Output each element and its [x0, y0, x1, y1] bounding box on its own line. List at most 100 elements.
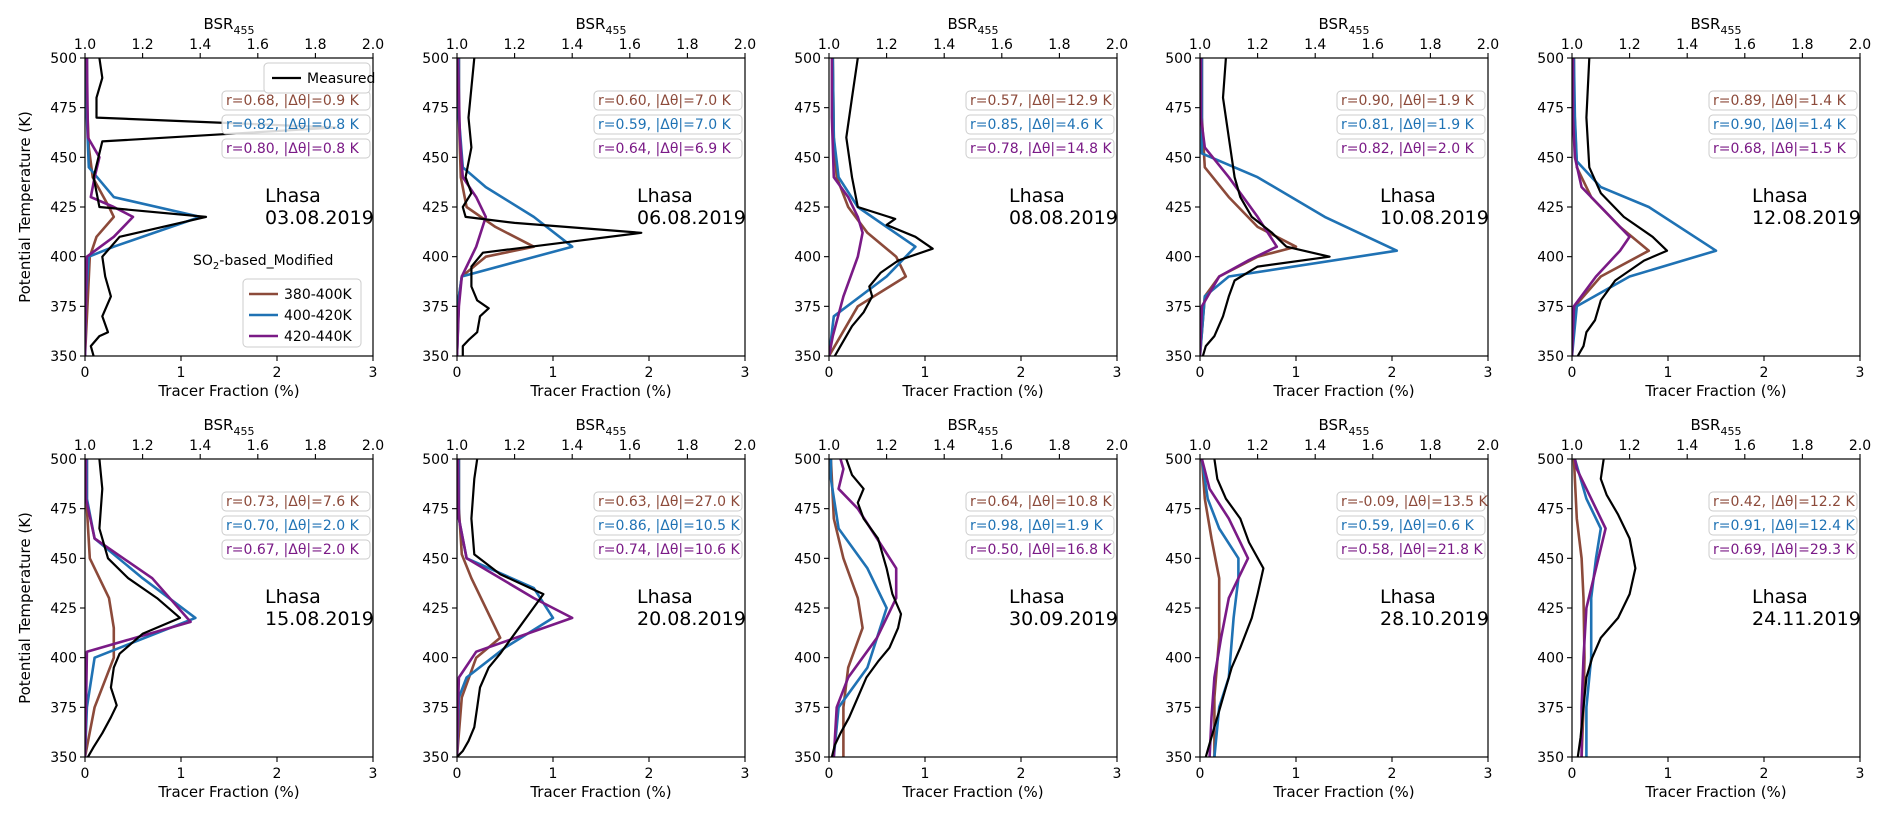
y-tick-label: 450	[422, 150, 449, 166]
x2-tick-label: 1.4	[1676, 37, 1698, 53]
x2-tick-label: 1.0	[1189, 438, 1211, 454]
series-measured	[833, 58, 934, 356]
x-tick-label: 1	[549, 766, 558, 782]
annotation-box	[965, 491, 1115, 512]
annotation-box	[1336, 515, 1486, 536]
x-axis-label: Tracer Fraction (%)	[157, 382, 299, 400]
x-tick-label: 2	[1017, 365, 1026, 381]
annotation-box	[1336, 90, 1486, 111]
y-tick-label: 450	[50, 150, 77, 166]
panel-10: 0 1 2 3 1.0 1.2 1.4 1.6 1.8 2.0 350 375 400 425 450 475…	[1537, 416, 1871, 801]
y-tick-label: 475	[794, 502, 821, 518]
x-tick-label: 0	[453, 365, 462, 381]
x2-tick-label: 1.4	[933, 438, 955, 454]
panel-1: 0 1 2 3 1.0 1.2 1.4 1.6 1.8 2.0 350 375 400 425 450 475…	[16, 15, 384, 400]
x2-tick-label: 1.2	[1618, 37, 1640, 53]
x-tick-label: 2	[1017, 766, 1026, 782]
site-label: Lhasa	[1009, 586, 1065, 608]
date-label: 08.08.2019	[1009, 207, 1118, 229]
annotation-box	[221, 114, 371, 135]
panel-9: 0 1 2 3 1.0 1.2 1.4 1.6 1.8 2.0 350 375 400 425 450 475…	[1165, 416, 1499, 801]
x-tick-label: 1	[1664, 766, 1673, 782]
x-tick-label: 3	[1484, 365, 1493, 381]
x2-tick-label: 2.0	[1106, 37, 1128, 53]
annotation-box	[965, 539, 1115, 560]
series-measured	[457, 459, 545, 757]
series-measured	[1576, 58, 1669, 356]
y-tick-label: 425	[50, 200, 77, 216]
series-400-420k	[829, 58, 917, 356]
y-tick-label: 450	[50, 551, 77, 567]
stats-annotation: r=0.82, |Δθ|=2.0 K	[1341, 141, 1475, 157]
annotation-box	[965, 114, 1115, 135]
x2-tick-label: 1.6	[991, 438, 1013, 454]
annotation-box	[1708, 515, 1858, 536]
x-tick-label: 3	[1484, 766, 1493, 782]
y-tick-label: 375	[50, 700, 77, 716]
x-axis-label: Tracer Fraction (%)	[529, 783, 671, 801]
x-tick-label: 3	[1856, 365, 1865, 381]
series-measured	[86, 459, 182, 757]
x2-tick-label: 1.2	[131, 438, 153, 454]
y-tick-label: 500	[50, 51, 77, 67]
stats-annotation: r=0.82, |Δθ|=0.8 K	[226, 117, 360, 133]
y-tick-label: 475	[1537, 502, 1564, 518]
series-420-440k	[1200, 58, 1279, 356]
y-tick-label: 400	[1537, 250, 1564, 266]
annotation-box	[1336, 114, 1486, 135]
series-420-440k	[85, 459, 192, 757]
y-tick-label: 500	[794, 51, 821, 67]
x2-tick-label: 1.2	[131, 37, 153, 53]
date-label: 24.11.2019	[1752, 608, 1861, 630]
x-tick-label: 1	[1292, 365, 1301, 381]
series-400-420k	[829, 459, 888, 757]
series-420-440k	[1572, 58, 1631, 356]
series-420-440k	[829, 58, 864, 356]
date-label: 30.09.2019	[1009, 608, 1118, 630]
x2-tick-label: 2.0	[734, 438, 756, 454]
series-420-440k	[1200, 459, 1250, 757]
x-tick-label: 3	[1856, 766, 1865, 782]
y-tick-label: 425	[50, 601, 77, 617]
annotation-box	[593, 138, 743, 159]
x-axis-label: Tracer Fraction (%)	[157, 783, 299, 801]
x2-axis-label: BSR455	[948, 416, 999, 438]
x2-tick-label: 2.0	[1477, 37, 1499, 53]
x-tick-label: 0	[1196, 766, 1205, 782]
x2-tick-label: 1.0	[818, 37, 840, 53]
x2-axis-label: BSR455	[948, 15, 999, 37]
x2-tick-label: 1.2	[1246, 438, 1268, 454]
y-tick-label: 375	[50, 299, 77, 315]
series-measured	[1201, 58, 1331, 356]
x2-axis-label: BSR455	[204, 15, 255, 37]
series-380-400k	[457, 459, 502, 757]
x-tick-label: 0	[453, 766, 462, 782]
series-400-420k	[457, 58, 574, 356]
x-tick-label: 3	[1113, 766, 1122, 782]
panel-7: 0 1 2 3 1.0 1.2 1.4 1.6 1.8 2.0 350 375 400 425 450 475…	[422, 416, 756, 801]
y-tick-label: 425	[422, 200, 449, 216]
panel-6: 0 1 2 3 1.0 1.2 1.4 1.6 1.8 2.0 350 375 400 425 450 475…	[16, 416, 384, 801]
site-label: Lhasa	[637, 586, 693, 608]
y-tick-label: 375	[1165, 299, 1192, 315]
x-tick-label: 2	[1388, 365, 1397, 381]
annotation-box	[1708, 491, 1858, 512]
stats-annotation: r=0.78, |Δθ|=14.8 K	[970, 141, 1112, 157]
x2-tick-label: 1.2	[503, 438, 525, 454]
stats-annotation: r=0.73, |Δθ|=7.6 K	[226, 494, 360, 510]
series-420-440k	[457, 58, 488, 356]
stats-annotation: r=0.64, |Δθ|=6.9 K	[598, 141, 732, 157]
x2-tick-label: 2.0	[362, 438, 384, 454]
stats-annotation: r=-0.09, |Δθ|=13.5 K	[1341, 494, 1489, 510]
y-tick-label: 375	[422, 299, 449, 315]
annotation-box	[1708, 138, 1858, 159]
site-label: Lhasa	[265, 185, 321, 207]
y-tick-label: 500	[1537, 51, 1564, 67]
x2-tick-label: 1.6	[619, 438, 641, 454]
site-label: Lhasa	[1380, 185, 1436, 207]
x2-tick-label: 1.0	[74, 438, 96, 454]
annotation-box	[1336, 138, 1486, 159]
stats-annotation: r=0.57, |Δθ|=12.9 K	[970, 93, 1112, 109]
panel-8: 0 1 2 3 1.0 1.2 1.4 1.6 1.8 2.0 350 375 400 425 450 475…	[794, 416, 1128, 801]
y-tick-label: 450	[794, 150, 821, 166]
